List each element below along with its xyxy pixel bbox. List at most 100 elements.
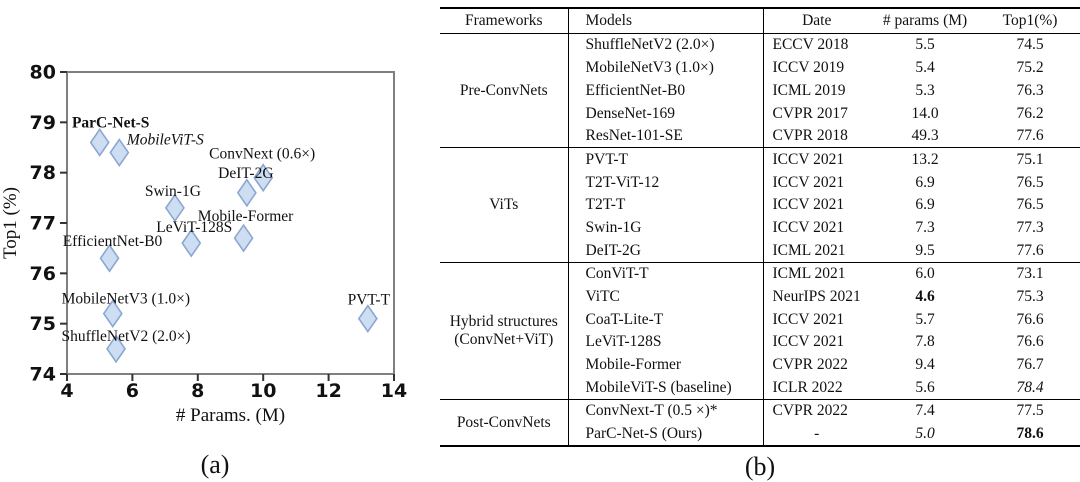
params-cell: 9.5 [915, 241, 935, 259]
table-row: ResNet-101-SE CVPR 2018 49.3 77.6 [440, 124, 1080, 148]
y-tick-label: 80 [30, 62, 56, 84]
table-row: Swin-1G ICCV 2021 7.3 77.3 [440, 216, 1080, 240]
table-header-row: Frameworks Models Date # params (M) Top1… [440, 8, 1080, 34]
model-cell: PVT-T [568, 147, 764, 172]
model-cell: ConvNext-T (0.5 ×)* [568, 398, 764, 423]
results-table: Frameworks Models Date # params (M) Top1… [440, 7, 1080, 448]
table-row: T2T-ViT-12 ICCV 2021 6.9 76.5 [440, 171, 1080, 194]
table-row: MobileNetV3 (1.0×) ICCV 2019 5.4 75.2 [440, 56, 1080, 80]
date-cell: ICCV 2021 [763, 147, 870, 172]
point-label: LeViT-128S [156, 219, 232, 236]
date-cell: ICML 2021 [772, 241, 846, 259]
model-cell: Swin-1G [568, 216, 764, 240]
point-label: ShuffleNetV2 (2.0×) [62, 328, 191, 345]
model-cell: ViTC [568, 285, 764, 309]
top1-cell: 77.6 [1016, 127, 1044, 145]
data-point [102, 299, 123, 329]
point-label: EfficientNet-B0 [63, 233, 163, 250]
x-tick-label: 10 [250, 380, 276, 402]
point-label: Swin-1G [145, 183, 201, 200]
x-tick-label: 14 [381, 380, 407, 402]
params-cell: 13.2 [870, 147, 980, 172]
params-cell: 9.4 [915, 356, 935, 374]
params-cell: 7.4 [870, 398, 980, 423]
x-tick-label: 12 [315, 380, 341, 402]
top1-cell: 77.5 [980, 398, 1080, 423]
y-tick-label: 74 [30, 364, 56, 386]
point-label: MobileNetV3 (1.0×) [62, 291, 190, 308]
data-point [99, 243, 120, 273]
date-cell: ICCV 2019 [772, 59, 845, 77]
date-cell: ICCV 2021 [772, 310, 845, 328]
date-cell: CVPR 2022 [763, 398, 870, 423]
top1-cell: 76.6 [1016, 333, 1044, 351]
header-date: Date [763, 8, 870, 34]
table-row: CoaT-Lite-T ICCV 2021 5.7 76.6 [440, 308, 1080, 331]
point-label: DeIT-2G [218, 165, 273, 182]
date-cell: CVPR 2018 [772, 127, 848, 145]
model-cell: ShuffleNetV2 (2.0×) [568, 33, 764, 57]
model-cell: ResNet-101-SE [568, 124, 764, 148]
data-point [233, 223, 254, 253]
date-cell: - [814, 425, 820, 443]
params-cell: 5.6 [915, 378, 935, 396]
top1-cell: 78.6 [1016, 425, 1044, 443]
framework-cell: ViTs [440, 147, 569, 263]
date-cell: ECCV 2018 [772, 36, 849, 54]
table-row: DenseNet-169 CVPR 2017 14.0 76.2 [440, 102, 1080, 125]
params-cell: 6.0 [870, 261, 980, 286]
params-cell: 49.3 [911, 127, 939, 145]
top1-cell: 76.6 [1016, 310, 1044, 328]
table-row: T2T-T ICCV 2021 6.9 76.5 [440, 193, 1080, 217]
data-point [106, 334, 127, 364]
x-tick-label: 6 [126, 380, 139, 402]
table-row: Pre-ConvNets ShuffleNetV2 (2.0×) ECCV 2018… [440, 33, 1080, 148]
date-cell: ICML 2019 [772, 81, 846, 99]
table-row: Post-ConvNets ConvNext-T (0.5 ×)* CVPR 202… [440, 398, 1080, 447]
panel-a-scatter: 74 75 76 77 78 79 80 4 6 8 10 12 14 Top1 (%) # Params.… [0, 0, 430, 482]
top1-cell: 74.5 [1016, 36, 1044, 54]
top1-cell: 76.5 [1016, 196, 1044, 214]
params-cell: 5.0 [915, 425, 935, 443]
point-label: MobileViT-S [126, 132, 204, 149]
framework-cell: Post-ConvNets [440, 399, 569, 447]
model-cell: Mobile-Former [568, 353, 764, 377]
params-cell: 6.9 [915, 196, 935, 214]
panel-b-table: Frameworks Models Date # params (M) Top1… [440, 7, 1080, 482]
top1-cell: 76.7 [1016, 356, 1044, 374]
date-cell: CVPR 2017 [772, 104, 848, 122]
date-cell: ICLR 2022 [772, 378, 843, 396]
table-row: Hybrid structures (ConvNet+ViT) ConViT-T I… [440, 261, 1080, 400]
date-cell: ICCV 2021 [772, 218, 845, 236]
table-row: DeIT-2G ICML 2021 9.5 77.6 [440, 239, 1080, 263]
framework-cell: Pre-ConvNets [440, 33, 569, 148]
table-row: ViTC NeurIPS 2021 4.6 75.3 [440, 285, 1080, 309]
y-axis-title: Top1 (%) [0, 187, 21, 259]
date-cell: ICCV 2021 [772, 196, 845, 214]
params-cell: 5.7 [915, 310, 935, 328]
params-cell: 14.0 [911, 104, 939, 122]
point-label: ConvNext (0.6×) [209, 146, 315, 163]
model-cell: LeViT-128S [568, 330, 764, 354]
top1-cell: 77.6 [1016, 241, 1044, 259]
model-cell: DenseNet-169 [568, 102, 764, 125]
top1-cell: 75.3 [1016, 288, 1044, 305]
scatter-plot: 74 75 76 77 78 79 80 4 6 8 10 12 14 Top1 (%) # Params.… [0, 62, 407, 427]
caption-a: (a) [200, 450, 230, 479]
framework-cell: Hybrid structures (ConvNet+ViT) [440, 261, 569, 400]
table-row: ViTs PVT-T ICCV 2021 13.2 75.1 [440, 147, 1080, 263]
table-row: Mobile-Former CVPR 2022 9.4 76.7 [440, 353, 1080, 377]
model-cell: T2T-T [568, 193, 764, 217]
model-cell: ConViT-T [568, 261, 764, 286]
header-top1: Top1(%) [980, 8, 1080, 34]
params-cell: 6.9 [915, 173, 935, 191]
x-axis-title: # Params. (M) [176, 405, 285, 426]
header-frameworks: Frameworks [440, 8, 569, 34]
top1-cell: 73.1 [980, 261, 1080, 286]
params-cell: 5.3 [915, 81, 935, 99]
data-point [109, 138, 130, 167]
top1-cell: 76.3 [1016, 81, 1044, 99]
data-point [89, 128, 110, 157]
y-tick-label: 78 [30, 162, 56, 184]
data-point [236, 178, 257, 208]
